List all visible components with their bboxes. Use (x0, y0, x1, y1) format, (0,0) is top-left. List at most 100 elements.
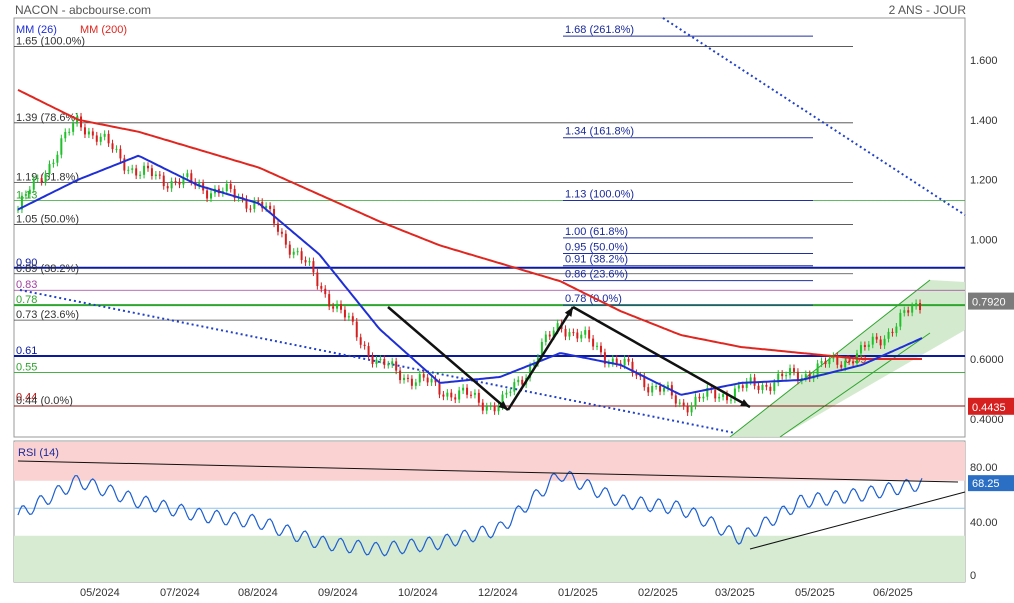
candle-body (406, 377, 409, 379)
trend-arrow-down-1-head (498, 401, 508, 410)
y-tick-label: 0.6000 (970, 354, 1004, 366)
last-price-badge (968, 292, 1014, 310)
candle-body (489, 405, 492, 407)
candle-body (336, 303, 339, 309)
rsi-badge-text: 68.25 (972, 478, 1000, 490)
candle-body (249, 208, 252, 210)
candle-body (875, 336, 878, 340)
candle-body (170, 181, 173, 189)
candle-body (391, 361, 394, 365)
candle-body (867, 344, 870, 347)
resistance-dotted-line (662, 17, 966, 216)
candle-body (210, 193, 213, 199)
candle-body (895, 326, 898, 334)
candle-body (911, 306, 914, 313)
x-tick-label: 02/2025 (638, 587, 678, 599)
candle-body (529, 366, 532, 378)
candle-body (284, 233, 287, 245)
candle-body (596, 345, 599, 347)
candle-body (60, 138, 63, 155)
candle-body (280, 231, 283, 234)
candle-body (158, 174, 161, 176)
candle-body (347, 316, 350, 318)
candle-body (119, 148, 122, 159)
rsi-tick-label: 0 (970, 570, 976, 582)
x-tick-label: 07/2024 (160, 587, 200, 599)
candle-body (288, 244, 291, 255)
candle-body (265, 205, 268, 209)
candle-body (769, 386, 772, 391)
candle-body (907, 310, 910, 313)
candle-body (722, 394, 725, 397)
trend-arrow-up-head (564, 307, 573, 317)
candle-body (442, 394, 445, 397)
x-tick-label: 08/2024 (238, 587, 278, 599)
candle-body (462, 387, 465, 391)
candle-body (883, 338, 886, 346)
candle-body (706, 388, 709, 397)
candle-body (718, 396, 721, 399)
candle-body (80, 116, 83, 128)
candle-body (355, 321, 358, 338)
candle-body (154, 174, 157, 177)
trend-arrow-down-2-head (740, 399, 750, 407)
candle-body (903, 310, 906, 313)
candle-body (808, 374, 811, 379)
candle-body (761, 384, 764, 390)
candle-body (52, 162, 55, 165)
candle-body (99, 136, 102, 142)
trend-arrow-down-1 (387, 306, 509, 411)
level-label: 0.73 (23.6%) (16, 309, 79, 321)
candle-body (603, 352, 606, 364)
candle-body (580, 334, 583, 339)
candle-body (804, 374, 807, 379)
candle-body (410, 378, 413, 386)
candle-body (501, 394, 504, 407)
candle-body (568, 332, 571, 337)
candle-body (615, 358, 618, 364)
candle-body (328, 294, 331, 307)
low-price-badge (968, 397, 1014, 415)
candle-body (891, 331, 894, 334)
candle-body (785, 375, 788, 377)
candle-body (72, 123, 75, 132)
rsi-support-line (749, 491, 966, 550)
candle-body (32, 178, 35, 190)
candle-body (789, 368, 792, 376)
candle-body (741, 385, 744, 388)
candle-body (678, 402, 681, 404)
candle-body (666, 385, 669, 388)
candle-body (572, 332, 575, 334)
candle-body (548, 334, 551, 337)
level-label: 1.05 (50.0%) (16, 213, 79, 225)
level-label: 0.83 (16, 279, 37, 291)
candle-body (182, 176, 185, 185)
candle-body (469, 394, 472, 396)
candle-body (351, 316, 354, 322)
candle-body (64, 131, 67, 139)
candle-body (647, 387, 650, 393)
extension-label: 0.78 (0.0%) (565, 293, 622, 305)
candle-body (919, 303, 922, 310)
candle-body (576, 332, 579, 339)
ma200-line (17, 89, 922, 360)
y-tick-label: 1.400 (970, 115, 998, 127)
candle-body (178, 181, 181, 185)
candle-body (564, 328, 567, 337)
candle-body (363, 344, 366, 347)
level-label: 0.44 (0.0%) (16, 395, 73, 407)
candle-body (269, 205, 272, 209)
extension-label: 1.68 (261.8%) (565, 24, 634, 36)
candle-body (111, 143, 114, 150)
candle-body (840, 364, 843, 368)
candle-body (359, 337, 362, 345)
candle-body (556, 323, 559, 331)
chart-period: 2 ANS - JOUR (888, 3, 966, 17)
candle-body (631, 361, 634, 374)
candle-body (387, 364, 390, 366)
candle-body (509, 391, 512, 393)
candle-body (690, 405, 693, 413)
candle-body (24, 194, 27, 196)
candle-body (343, 309, 346, 318)
candle-body (765, 384, 768, 387)
